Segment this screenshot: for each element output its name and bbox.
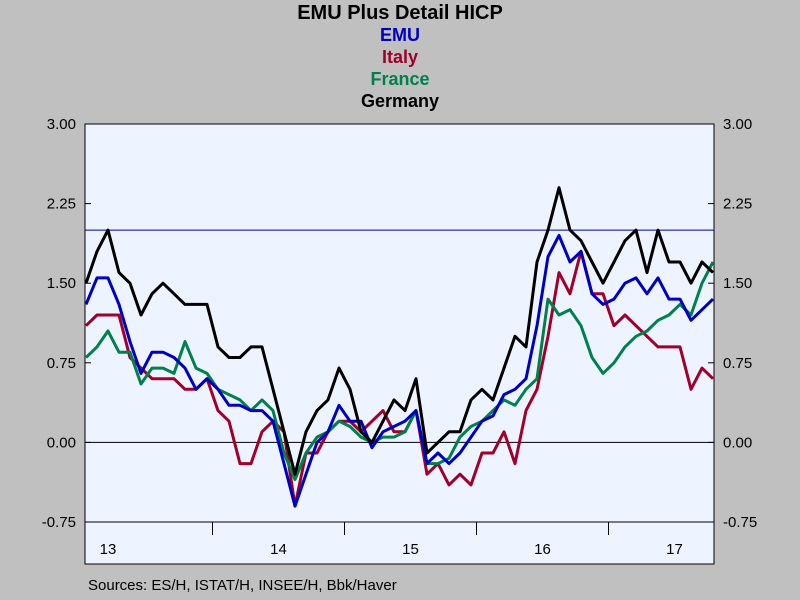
legend-emu: EMU <box>380 25 420 45</box>
series-line-italy <box>84 249 715 508</box>
y-tick-label-right: 1.50 <box>723 275 752 292</box>
x-tick-label: 13 <box>100 541 117 558</box>
sources-note: Sources: ES/H, ISTAT/H, INSEE/H, Bbk/Hav… <box>88 577 397 594</box>
x-tick-label: 15 <box>402 541 419 558</box>
x-axis-band <box>84 521 715 565</box>
y-tick-label-left: 1.50 <box>47 275 76 292</box>
chart-header: EMU Plus Detail HICP EMU Italy France Ge… <box>0 0 800 112</box>
y-tick-label-left: -0.75 <box>42 514 76 531</box>
y-tick-label-left: 0.00 <box>47 434 76 451</box>
y-tick-label-right: 0.75 <box>723 355 752 372</box>
plot-area <box>84 123 715 523</box>
y-tick-label-left: 2.25 <box>47 196 76 213</box>
y-tick-label-right: -0.75 <box>723 514 757 531</box>
y-tick-label-right: 0.00 <box>723 434 752 451</box>
x-tick-label: 16 <box>534 541 551 558</box>
legend-italy: Italy <box>381 47 419 67</box>
y-tick-label-left: 0.75 <box>47 355 76 372</box>
y-tick-label-right: 2.25 <box>723 196 752 213</box>
series-line-france <box>84 261 715 481</box>
y-tick-label-right: 3.00 <box>723 116 752 133</box>
y-tick-label-left: 3.00 <box>47 116 76 133</box>
series-line-emu <box>84 233 715 508</box>
x-tick-label: 17 <box>666 541 683 558</box>
x-tick-label: 14 <box>270 541 287 558</box>
series-line-germany <box>84 186 715 476</box>
chart-title: EMU Plus Detail HICP <box>297 2 503 24</box>
legend-germany: Germany <box>360 91 440 111</box>
legend-france: France <box>370 69 430 89</box>
